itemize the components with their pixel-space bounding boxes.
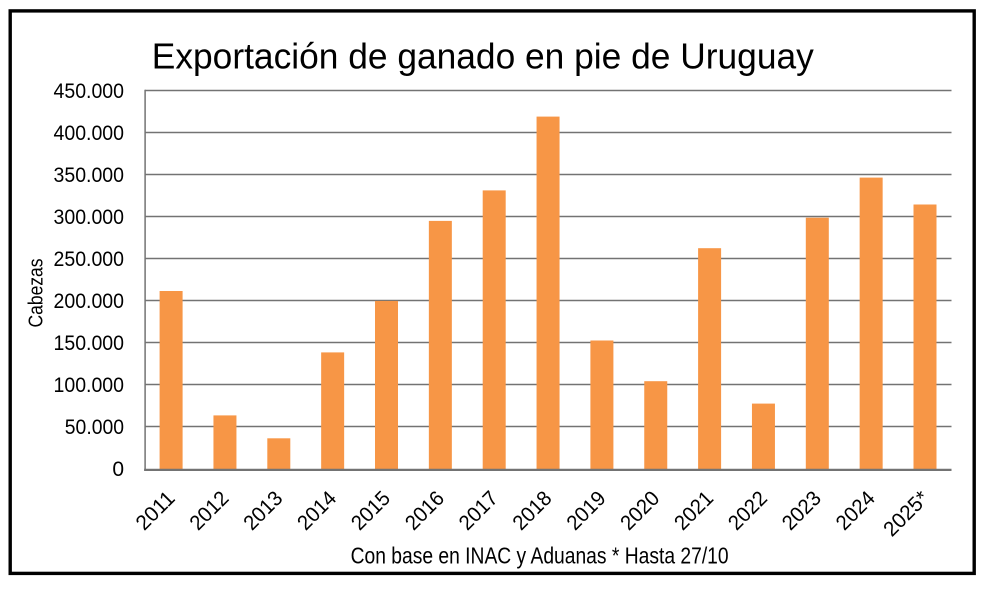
svg-text:Cabezas: Cabezas <box>26 259 48 328</box>
svg-text:0: 0 <box>112 458 124 481</box>
svg-text:Exportación de ganado en pie d: Exportación de ganado en pie de Uruguay <box>152 35 814 76</box>
svg-text:100.000: 100.000 <box>54 374 125 397</box>
svg-text:50.000: 50.000 <box>65 416 124 439</box>
svg-text:450.000: 450.000 <box>54 80 125 103</box>
svg-text:150.000: 150.000 <box>54 332 125 355</box>
svg-text:Con base en INAC y Aduanas * H: Con base en INAC y Aduanas * Hasta 27/10 <box>351 542 729 568</box>
svg-text:350.000: 350.000 <box>54 164 125 187</box>
svg-text:200.000: 200.000 <box>54 290 125 313</box>
svg-text:300.000: 300.000 <box>54 206 125 229</box>
svg-text:400.000: 400.000 <box>54 122 125 145</box>
svg-text:250.000: 250.000 <box>54 248 125 271</box>
